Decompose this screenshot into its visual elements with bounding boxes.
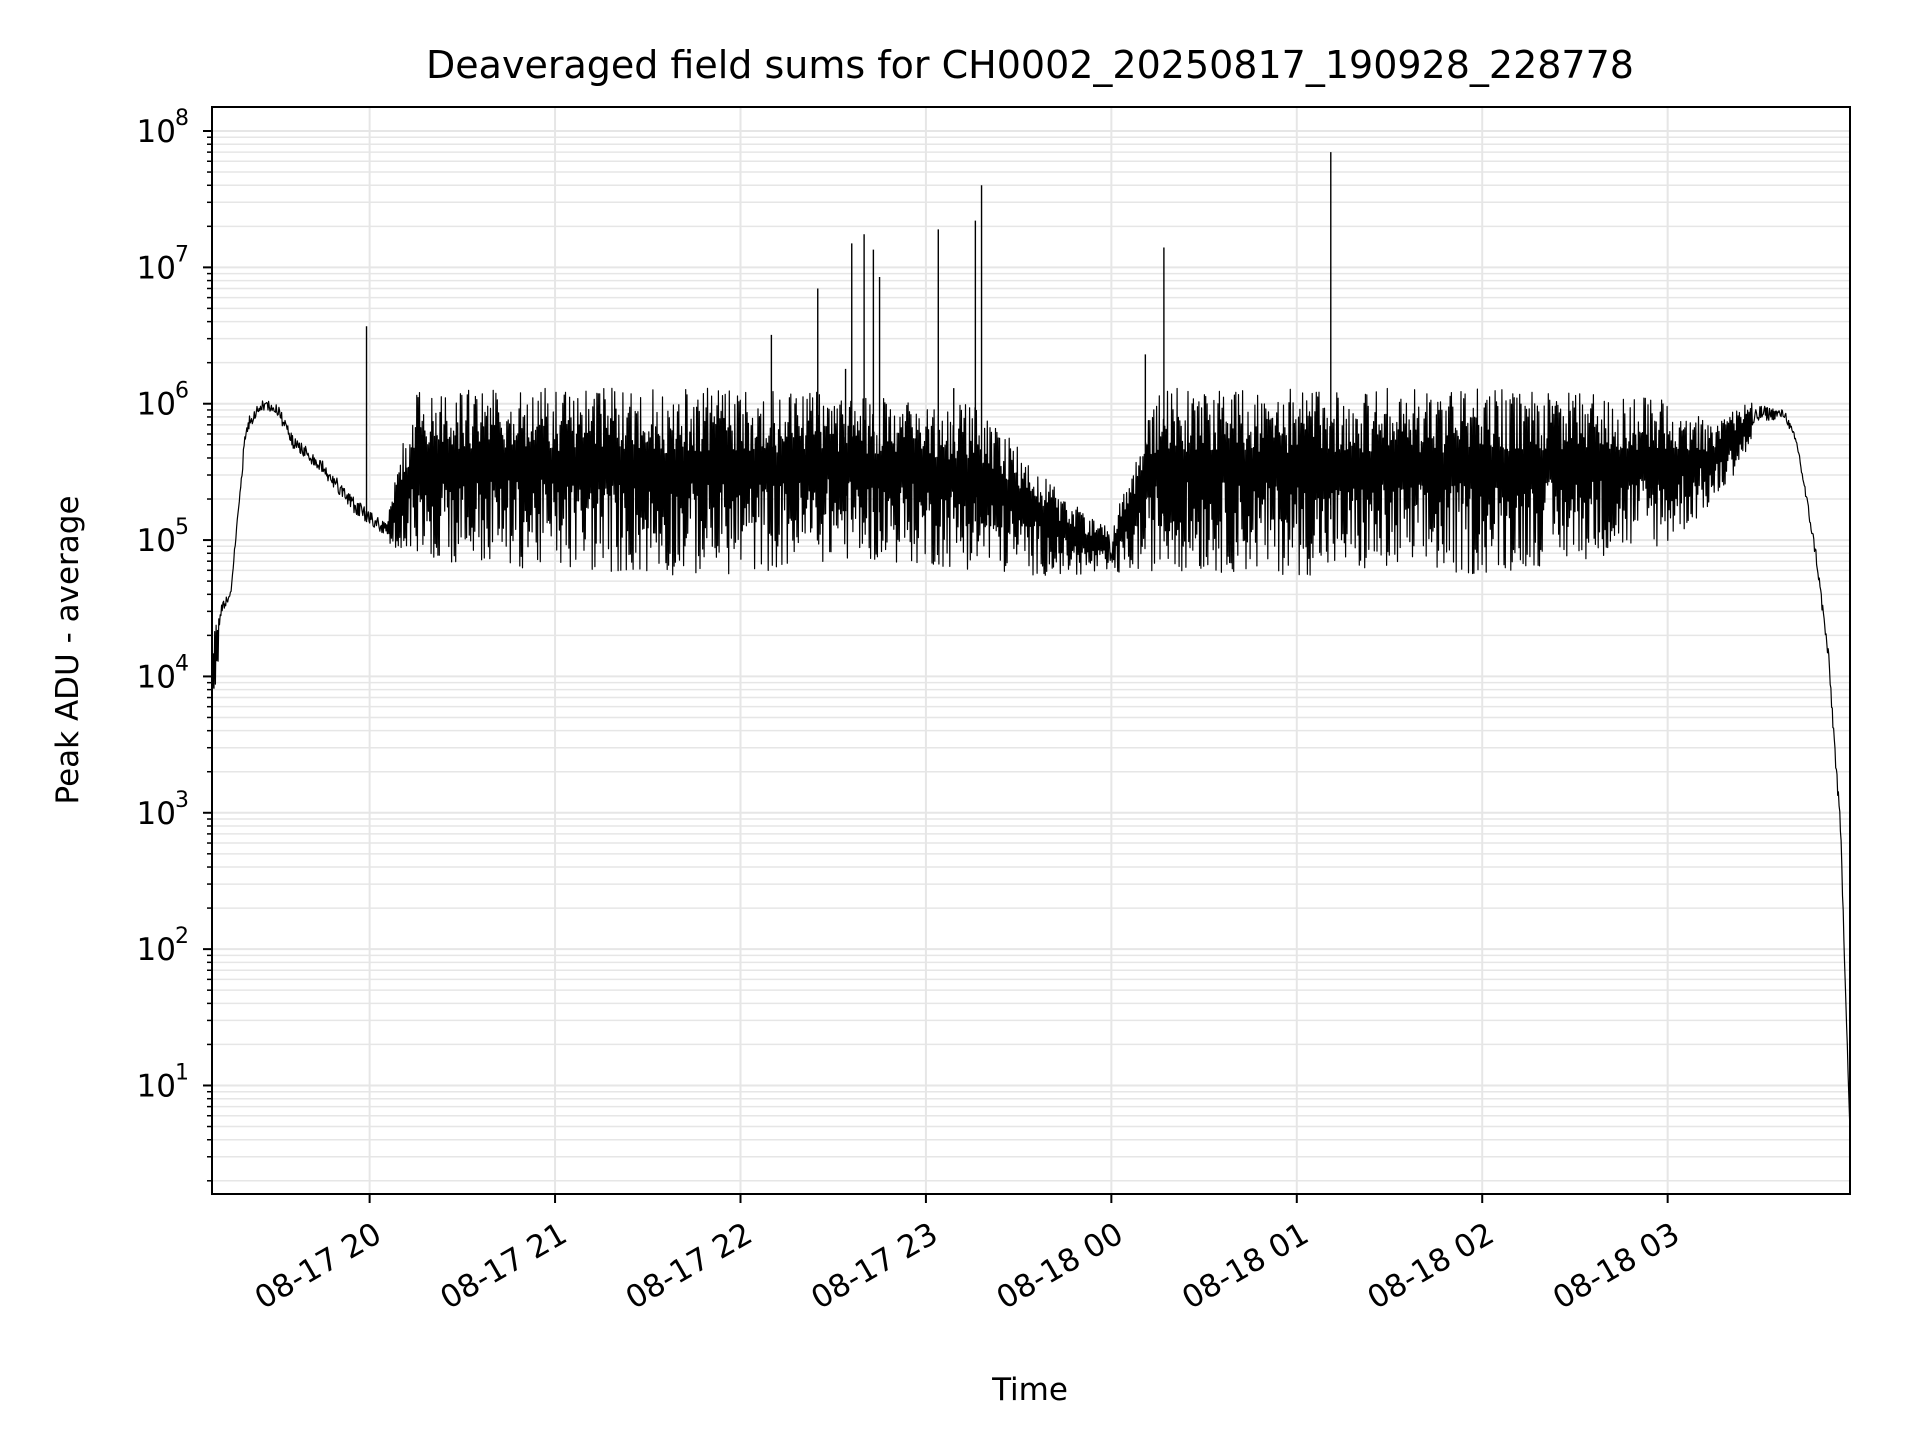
- y-tick-label: 10: [137, 796, 176, 832]
- y-tick-label: 10: [137, 1068, 176, 1104]
- y-tick-label: 10: [137, 523, 176, 559]
- y-tick-exponent: 6: [175, 379, 189, 404]
- y-tick-label: 10: [137, 114, 176, 150]
- y-tick-exponent: 1: [175, 1060, 189, 1085]
- y-tick-exponent: 8: [175, 106, 189, 131]
- series-line: [211, 387, 1851, 1132]
- y-tick-label: 10: [137, 387, 176, 423]
- x-tick-label: 08-18 01: [1176, 1216, 1315, 1317]
- x-tick-label: 08-17 21: [434, 1216, 573, 1317]
- x-axis-ticks: 08-17 20 08-17 21 08-17 22 08-17 23 08-18 00…: [249, 1194, 1686, 1317]
- y-tick-exponent: 3: [175, 788, 189, 813]
- y-tick-exponent: 4: [175, 651, 189, 676]
- y-tick-exponent: 2: [175, 924, 189, 949]
- y-tick-exponent: 7: [175, 242, 189, 267]
- y-tick-exponent: 5: [175, 515, 189, 540]
- series-layer: [211, 152, 1851, 1132]
- x-tick-label: 08-17 22: [620, 1216, 759, 1317]
- grid-lines: [212, 107, 1850, 1194]
- y-tick-label: 10: [137, 250, 176, 286]
- x-tick-label: 08-17 20: [249, 1216, 388, 1317]
- plot-frame: [211, 106, 1851, 1195]
- x-tick-label: 08-17 23: [805, 1216, 944, 1317]
- y-axis-label: Peak ADU - average: [50, 495, 86, 804]
- y-tick-label: 10: [137, 932, 176, 968]
- y-tick-label: 10: [137, 659, 176, 695]
- x-tick-label: 08-18 02: [1362, 1216, 1501, 1317]
- x-axis-label: Time: [991, 1372, 1068, 1408]
- x-tick-label: 08-18 00: [991, 1216, 1130, 1317]
- chart-title: Deaveraged field sums for CH0002_2025081…: [426, 43, 1634, 87]
- x-tick-label: 08-18 03: [1547, 1216, 1686, 1317]
